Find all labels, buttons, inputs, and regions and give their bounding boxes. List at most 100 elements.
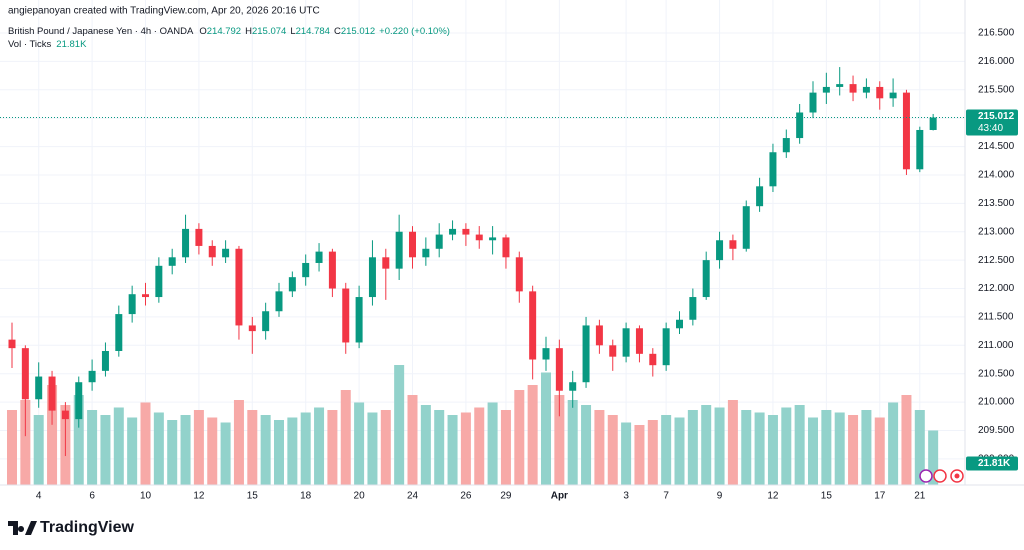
volume-bar <box>340 390 351 485</box>
volume-value: 21.81K <box>56 39 87 50</box>
icon <box>919 469 933 483</box>
grid <box>0 0 965 485</box>
icon <box>933 469 947 483</box>
volume-bar <box>367 412 378 485</box>
volume-bar <box>113 407 124 485</box>
candle-body <box>315 251 323 263</box>
volume-bar <box>447 415 458 485</box>
x-tick-label: 15 <box>247 491 259 502</box>
y-tick-label: 210.000 <box>978 397 1015 408</box>
candle-body <box>489 237 497 241</box>
candle-body <box>529 291 537 360</box>
candle-body <box>302 262 310 278</box>
candle-body <box>328 251 336 289</box>
volume-bar <box>727 400 738 485</box>
volume-bar <box>260 415 271 485</box>
candle-body <box>569 382 577 391</box>
volume-bar <box>874 417 885 485</box>
candle-body <box>836 84 844 87</box>
candle-body <box>902 92 910 170</box>
volume-bar <box>327 410 338 485</box>
volume-bar <box>20 400 31 485</box>
volume-bar <box>460 412 471 485</box>
volume-bar <box>781 407 792 485</box>
y-tick-label: 216.000 <box>978 56 1015 67</box>
candle-body <box>21 348 29 400</box>
candle-body <box>262 311 270 332</box>
volume-bar <box>581 405 592 485</box>
candle-body <box>822 86 830 93</box>
candle-body <box>61 410 69 420</box>
candle-body <box>582 325 590 383</box>
ohlc-value: 215.074 <box>252 26 286 37</box>
attribution: angiepanoyan created with TradingView.co… <box>8 6 320 17</box>
candle-body <box>595 325 603 346</box>
candle-body <box>916 129 924 170</box>
volume-bar <box>140 402 151 485</box>
candle-body <box>75 382 83 420</box>
volume-bar <box>153 412 164 485</box>
y-tick-label: 211.000 <box>978 340 1014 351</box>
x-tick-label: 18 <box>300 491 312 502</box>
price-tag-value: 215.012 <box>978 111 1015 122</box>
candle-body <box>515 257 523 292</box>
volume-bar <box>180 415 191 485</box>
volume-bar <box>928 430 939 485</box>
candle-body <box>155 265 163 298</box>
y-tick-label: 211.500 <box>978 312 1014 323</box>
volume-bar <box>300 412 311 485</box>
candle-body <box>662 328 670 366</box>
volume-bar <box>567 400 578 485</box>
candle-body <box>729 240 737 249</box>
volume-pane <box>7 365 939 485</box>
y-tick-label: 214.000 <box>978 170 1015 181</box>
candle-body <box>8 339 16 349</box>
volume-bar <box>7 410 17 485</box>
candle-body <box>449 228 457 235</box>
volume-bar <box>207 417 218 485</box>
volume-bar <box>500 410 511 485</box>
icon <box>954 473 960 479</box>
volume-bar <box>848 415 859 485</box>
brand-name: TradingView <box>40 519 135 536</box>
volume-bar <box>914 410 925 485</box>
ohlc-value: 215.012 <box>341 26 375 37</box>
candle-body <box>288 277 296 292</box>
candle-body <box>88 370 96 383</box>
volume-bar <box>100 415 111 485</box>
volume-bar <box>901 395 912 485</box>
price-tag <box>966 109 1018 136</box>
candle-body <box>716 240 724 261</box>
candle-body <box>502 237 510 258</box>
change: +0.220 (+0.10%) <box>379 26 450 37</box>
x-tick-label: 20 <box>354 491 366 502</box>
candles <box>0 67 965 457</box>
ohlc-key: C <box>334 26 341 37</box>
volume-bar <box>621 422 632 485</box>
candle-body <box>676 319 683 329</box>
candle-body <box>622 328 630 357</box>
volume-bar <box>514 390 525 485</box>
volume-bar <box>527 385 538 485</box>
candle-body <box>222 248 230 258</box>
candle-body <box>876 86 884 99</box>
candle-body <box>809 92 817 113</box>
y-tick-label: 215.500 <box>978 84 1015 95</box>
candle-body <box>862 86 870 93</box>
y-tick-label: 212.500 <box>978 255 1015 266</box>
volume-bar <box>821 410 832 485</box>
candle-body <box>756 186 764 207</box>
x-tick-label: 10 <box>140 491 152 502</box>
y-tick-label: 214.500 <box>978 141 1015 152</box>
countdown: 43:40 <box>978 123 1003 134</box>
volume-bar <box>541 372 551 485</box>
volume-tag <box>966 456 1018 471</box>
volume-bar <box>474 407 485 485</box>
volume-bar <box>674 417 685 485</box>
candle-body <box>275 291 283 312</box>
candle-body <box>142 294 149 298</box>
volume-bar <box>754 412 765 485</box>
volume-bar <box>33 415 44 485</box>
candle-body <box>101 350 109 371</box>
